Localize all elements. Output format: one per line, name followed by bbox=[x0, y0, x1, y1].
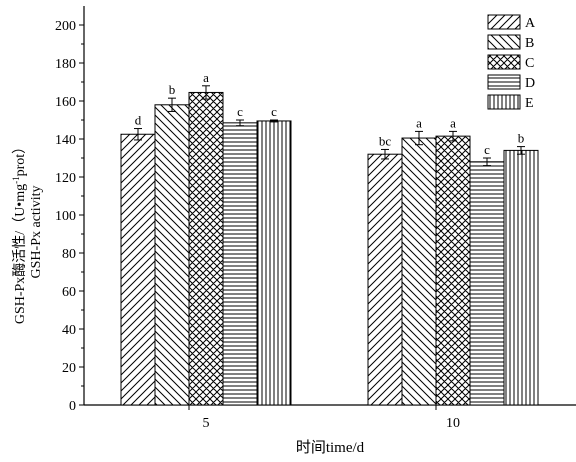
y-axis-label-line1-end: prot） bbox=[12, 140, 28, 177]
significance-label: b bbox=[169, 82, 176, 97]
svg-text:GSH-Px酶活性/（U•mg-1prot）: GSH-Px酶活性/（U•mg-1prot） bbox=[11, 140, 28, 324]
y-tick-label: 160 bbox=[55, 95, 76, 110]
y-axis-label-line1: GSH-Px酶活性/（U•mg bbox=[12, 184, 28, 324]
legend-swatch-E bbox=[488, 95, 520, 109]
significance-label: bc bbox=[379, 133, 392, 148]
y-axis-label-line2: GSH-Px activity bbox=[29, 186, 44, 279]
legend-swatch-D bbox=[488, 75, 520, 89]
y-tick-label: 120 bbox=[55, 171, 76, 186]
bar-C bbox=[189, 92, 223, 405]
legend-label: C bbox=[525, 56, 534, 71]
significance-label: a bbox=[450, 115, 456, 130]
bar-C bbox=[436, 136, 470, 405]
y-tick-label: 40 bbox=[62, 323, 76, 338]
bar-D bbox=[223, 123, 257, 405]
significance-label: b bbox=[518, 131, 525, 146]
y-tick-label: 80 bbox=[62, 247, 76, 262]
plot-area: 0 20 40 60 80 100 120 140 160 180 200 5 d b a c c 10 bc a a c… bbox=[55, 6, 576, 431]
y-tick-label: 140 bbox=[55, 133, 76, 148]
significance-label: c bbox=[271, 104, 277, 119]
y-tick-label: 60 bbox=[62, 285, 76, 300]
bar-E bbox=[504, 150, 538, 405]
y-tick-label: 0 bbox=[69, 399, 76, 414]
bar-A bbox=[368, 154, 402, 405]
bar-B bbox=[402, 138, 436, 405]
x-axis-label: 时间time/d bbox=[296, 439, 365, 456]
significance-label: a bbox=[203, 70, 209, 85]
bar-B bbox=[155, 105, 189, 405]
y-tick-label: 20 bbox=[62, 361, 76, 376]
legend-swatch-B bbox=[488, 35, 520, 49]
x-tick-label: 10 bbox=[446, 416, 460, 431]
legend-swatch-C bbox=[488, 55, 520, 69]
y-tick-label: 200 bbox=[55, 19, 76, 34]
legend-label: D bbox=[525, 76, 535, 91]
y-tick-label: 100 bbox=[55, 209, 76, 224]
legend-label: E bbox=[525, 96, 534, 111]
significance-label: c bbox=[484, 142, 490, 157]
legend-label: B bbox=[525, 36, 534, 51]
y-axis-label: GSH-Px酶活性/（U•mg-1prot） GSH-Px activity bbox=[11, 140, 44, 324]
y-tick-label: 180 bbox=[55, 57, 76, 72]
bar-A bbox=[121, 134, 155, 405]
significance-label: d bbox=[135, 113, 142, 128]
legend-label: A bbox=[525, 16, 536, 31]
significance-label: a bbox=[416, 115, 422, 130]
legend-swatch-A bbox=[488, 15, 520, 29]
x-tick-label: 5 bbox=[203, 416, 210, 431]
y-axis-label-superscript: -1 bbox=[11, 176, 21, 184]
significance-label: c bbox=[237, 104, 243, 119]
bar-D bbox=[470, 162, 504, 405]
bar-E bbox=[257, 121, 291, 405]
